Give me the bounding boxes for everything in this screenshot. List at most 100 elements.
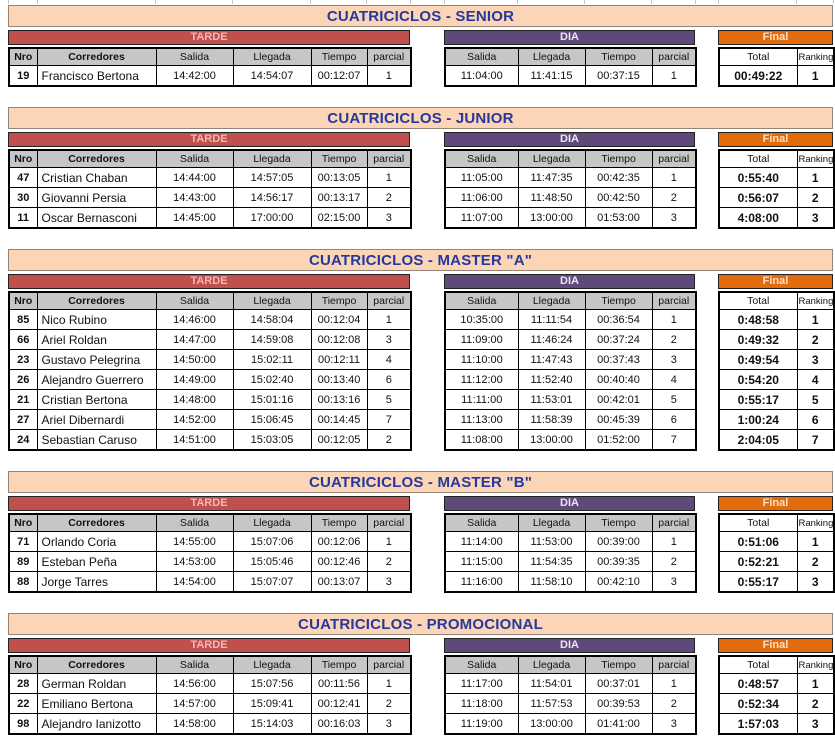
- col-header-parcial-tarde[interactable]: parcial: [366, 513, 412, 532]
- cell-dia-llegada[interactable]: 11:53:00: [517, 531, 586, 552]
- dia-group-header[interactable]: DIA: [444, 274, 695, 289]
- cell-tarde-llegada[interactable]: 14:54:07: [232, 65, 312, 87]
- col-header-ranking[interactable]: Ranking: [796, 655, 835, 674]
- cell-tarde-parcial[interactable]: 1: [366, 167, 412, 188]
- cell-tarde-salida[interactable]: 14:58:00: [155, 713, 234, 735]
- cell-tarde-llegada[interactable]: 15:07:07: [232, 571, 312, 593]
- cell-dia-salida[interactable]: 11:19:00: [444, 713, 519, 735]
- cell-tarde-tiempo[interactable]: 02:15:00: [310, 207, 368, 229]
- cell-corredor[interactable]: Nico Rubino: [36, 309, 157, 330]
- cell-tarde-parcial[interactable]: 2: [366, 187, 412, 208]
- cell-dia-tiempo[interactable]: 00:37:15: [584, 65, 653, 87]
- cell-tarde-tiempo[interactable]: 00:11:56: [310, 673, 368, 694]
- cell-tarde-tiempo[interactable]: 00:13:40: [310, 369, 368, 390]
- col-header-salida-dia[interactable]: Salida: [444, 513, 519, 532]
- cell-corredor[interactable]: Giovanni Persia: [36, 187, 157, 208]
- cell-nro[interactable]: 98: [8, 713, 38, 735]
- col-header-nro[interactable]: Nro: [8, 291, 38, 310]
- cell-corredor[interactable]: Gustavo Pelegrina: [36, 349, 157, 370]
- cell-dia-llegada[interactable]: 13:00:00: [517, 713, 586, 735]
- cell-tarde-parcial[interactable]: 5: [366, 389, 412, 410]
- col-header-parcial-tarde[interactable]: parcial: [366, 291, 412, 310]
- cell-corredor[interactable]: Jorge Tarres: [36, 571, 157, 593]
- cell-nro[interactable]: 22: [8, 693, 38, 714]
- cell-tarde-parcial[interactable]: 4: [366, 349, 412, 370]
- cell-final-total[interactable]: 0:55:40: [718, 167, 798, 188]
- cell-nro[interactable]: 11: [8, 207, 38, 229]
- cell-dia-llegada[interactable]: 11:52:40: [517, 369, 586, 390]
- cell-corredor[interactable]: Alejandro Ianizotto: [36, 713, 157, 735]
- col-header-tiempo-dia[interactable]: Tiempo: [584, 655, 653, 674]
- cell-dia-tiempo[interactable]: 00:39:00: [584, 531, 653, 552]
- cell-tarde-parcial[interactable]: 1: [366, 309, 412, 330]
- cell-final-total[interactable]: 0:56:07: [718, 187, 798, 208]
- col-header-llegada-tarde[interactable]: Llegada: [232, 47, 312, 66]
- cell-dia-parcial[interactable]: 2: [651, 187, 697, 208]
- col-header-parcial-dia[interactable]: parcial: [651, 47, 697, 66]
- cell-dia-tiempo[interactable]: 00:42:35: [584, 167, 653, 188]
- cell-nro[interactable]: 27: [8, 409, 38, 430]
- cell-tarde-salida[interactable]: 14:57:00: [155, 693, 234, 714]
- cell-tarde-llegada[interactable]: 15:06:45: [232, 409, 312, 430]
- col-header-llegada-tarde[interactable]: Llegada: [232, 655, 312, 674]
- col-header-tiempo-tarde[interactable]: Tiempo: [310, 291, 368, 310]
- col-header-parcial-tarde[interactable]: parcial: [366, 655, 412, 674]
- cell-dia-llegada[interactable]: 11:48:50: [517, 187, 586, 208]
- cell-dia-tiempo[interactable]: 00:37:01: [584, 673, 653, 694]
- cell-corredor[interactable]: Esteban Peña: [36, 551, 157, 572]
- cell-final-ranking[interactable]: 3: [796, 349, 835, 370]
- cell-dia-tiempo[interactable]: 00:39:35: [584, 551, 653, 572]
- cell-tarde-salida[interactable]: 14:43:00: [155, 187, 234, 208]
- cell-dia-llegada[interactable]: 11:47:43: [517, 349, 586, 370]
- dia-group-header[interactable]: DIA: [444, 638, 695, 653]
- cell-final-total[interactable]: 0:48:57: [718, 673, 798, 694]
- cell-dia-tiempo[interactable]: 00:39:53: [584, 693, 653, 714]
- cell-dia-llegada[interactable]: 11:53:01: [517, 389, 586, 410]
- col-header-salida-tarde[interactable]: Salida: [155, 513, 234, 532]
- col-header-tiempo-tarde[interactable]: Tiempo: [310, 513, 368, 532]
- cell-tarde-llegada[interactable]: 15:05:46: [232, 551, 312, 572]
- cell-dia-parcial[interactable]: 5: [651, 389, 697, 410]
- cell-tarde-salida[interactable]: 14:56:00: [155, 673, 234, 694]
- cell-nro[interactable]: 23: [8, 349, 38, 370]
- cell-dia-salida[interactable]: 11:16:00: [444, 571, 519, 593]
- cell-tarde-llegada[interactable]: 14:58:04: [232, 309, 312, 330]
- col-header-parcial-tarde[interactable]: parcial: [366, 47, 412, 66]
- cell-tarde-parcial[interactable]: 6: [366, 369, 412, 390]
- cell-final-ranking[interactable]: 6: [796, 409, 835, 430]
- cell-tarde-salida[interactable]: 14:52:00: [155, 409, 234, 430]
- cell-final-ranking[interactable]: 3: [796, 713, 835, 735]
- col-header-parcial-tarde[interactable]: parcial: [366, 149, 412, 168]
- cell-final-ranking[interactable]: 3: [796, 571, 835, 593]
- final-group-header[interactable]: Final: [718, 274, 833, 289]
- cell-final-total[interactable]: 0:55:17: [718, 389, 798, 410]
- tarde-group-header[interactable]: TARDE: [8, 638, 410, 653]
- cell-final-total[interactable]: 0:49:54: [718, 349, 798, 370]
- col-header-tiempo-tarde[interactable]: Tiempo: [310, 149, 368, 168]
- col-header-llegada-dia[interactable]: Llegada: [517, 291, 586, 310]
- col-header-salida-dia[interactable]: Salida: [444, 149, 519, 168]
- cell-dia-salida[interactable]: 11:10:00: [444, 349, 519, 370]
- cell-final-ranking[interactable]: 1: [796, 309, 835, 330]
- cell-dia-llegada[interactable]: 13:00:00: [517, 207, 586, 229]
- dia-group-header[interactable]: DIA: [444, 132, 695, 147]
- cell-corredor[interactable]: Sebastian Caruso: [36, 429, 157, 451]
- cell-tarde-salida[interactable]: 14:55:00: [155, 531, 234, 552]
- cell-corredor[interactable]: Ariel Roldan: [36, 329, 157, 350]
- cell-tarde-tiempo[interactable]: 00:16:03: [310, 713, 368, 735]
- cell-final-total[interactable]: 00:49:22: [718, 65, 798, 87]
- cell-corredor[interactable]: Oscar Bernasconi: [36, 207, 157, 229]
- cell-tarde-llegada[interactable]: 15:02:11: [232, 349, 312, 370]
- cell-tarde-llegada[interactable]: 17:00:00: [232, 207, 312, 229]
- col-header-llegada-dia[interactable]: Llegada: [517, 513, 586, 532]
- cell-final-ranking[interactable]: 1: [796, 167, 835, 188]
- cell-nro[interactable]: 26: [8, 369, 38, 390]
- cell-tarde-tiempo[interactable]: 00:13:17: [310, 187, 368, 208]
- cell-dia-llegada[interactable]: 11:41:15: [517, 65, 586, 87]
- tarde-group-header[interactable]: TARDE: [8, 496, 410, 511]
- cell-dia-salida[interactable]: 11:06:00: [444, 187, 519, 208]
- cell-final-ranking[interactable]: 4: [796, 369, 835, 390]
- cell-dia-salida[interactable]: 11:07:00: [444, 207, 519, 229]
- cell-dia-salida[interactable]: 11:15:00: [444, 551, 519, 572]
- cell-dia-salida[interactable]: 11:12:00: [444, 369, 519, 390]
